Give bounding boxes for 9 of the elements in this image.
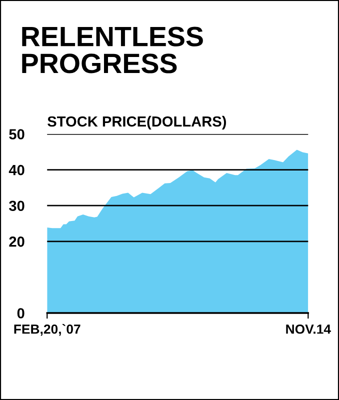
y-axis-title: STOCK PRICE(DOLLARS) xyxy=(48,116,226,130)
y-tick-label: 20 xyxy=(9,236,24,247)
y-tick-label: 30 xyxy=(9,200,24,212)
chart-title: RELENTLESS PROGRESS xyxy=(22,26,203,74)
y-tick-label: 0 xyxy=(17,308,24,318)
y-tick-label: 40 xyxy=(8,164,24,176)
x-tick-label: NOV.14 xyxy=(286,324,331,334)
y-tick-label: 50 xyxy=(9,129,24,140)
x-tick-label: FEB,20,`07 xyxy=(14,324,80,336)
